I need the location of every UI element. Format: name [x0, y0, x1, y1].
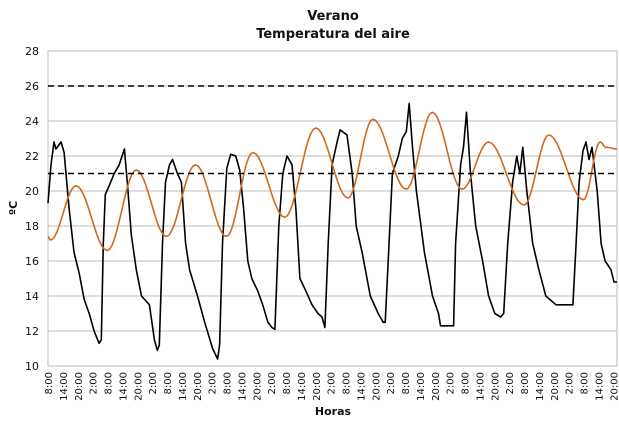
x-tick-label: 20:00	[550, 372, 561, 401]
x-tick-label: 20:00	[252, 372, 263, 401]
x-tick-label: 20:00	[312, 372, 323, 401]
x-tick-label: 8:00	[104, 372, 115, 394]
x-tick-label: 8:00	[44, 372, 55, 394]
x-tick-label: 2:00	[386, 372, 397, 394]
x-tick-label: 8:00	[282, 372, 293, 394]
y-tick-label: 28	[25, 45, 39, 58]
x-tick-label: 20:00	[74, 372, 85, 401]
x-tick-label: 2:00	[446, 372, 457, 394]
x-tick-label: 14:00	[535, 372, 546, 401]
x-tick-label: 8:00	[163, 372, 174, 394]
plot-border	[47, 50, 618, 367]
x-tick-label: 20:00	[133, 372, 144, 401]
series-line-orange	[47, 111, 617, 252]
x-tick-label: 8:00	[580, 372, 591, 394]
x-tick-label: 8:00	[461, 372, 472, 394]
y-tick-label: 22	[25, 150, 39, 163]
x-tick-label: 2:00	[505, 372, 516, 394]
x-tick-label: 8:00	[223, 372, 234, 394]
x-tick-label: 20:00	[431, 372, 442, 401]
x-axis-label: Horas	[315, 405, 352, 418]
x-tick-label: 2:00	[327, 372, 338, 394]
x-tick-label: 8:00	[520, 372, 531, 394]
chart-subtitle: Temperatura del aire	[256, 27, 410, 42]
x-tick-label: 2:00	[565, 372, 576, 394]
x-tick-label: 14:00	[178, 372, 189, 401]
x-tick-label: 14:00	[237, 372, 248, 401]
y-tick-label: 26	[25, 80, 39, 93]
x-tick-label: 20:00	[371, 372, 382, 401]
x-tick-label: 8:00	[342, 372, 353, 394]
x-tick-label: 14:00	[118, 372, 129, 401]
x-tick-label: 20:00	[609, 372, 619, 401]
chart-title: Verano	[307, 9, 359, 24]
y-tick-label: 20	[25, 185, 39, 198]
x-tick-label: 14:00	[356, 372, 367, 401]
y-tick-label: 16	[25, 255, 39, 268]
y-tick-label: 18	[25, 220, 39, 233]
x-tick-label: 20:00	[490, 372, 501, 401]
y-tick-label: 24	[25, 115, 39, 128]
x-tick-label: 14:00	[475, 372, 486, 401]
x-tick-label: 2:00	[148, 372, 159, 394]
x-tick-label: 2:00	[267, 372, 278, 394]
x-tick-label: 2:00	[208, 372, 219, 394]
x-tick-label: 14:00	[59, 372, 70, 401]
x-tick-label: 2:00	[89, 372, 100, 394]
x-tick-label: 14:00	[416, 372, 427, 401]
x-tick-label: 8:00	[401, 372, 412, 394]
x-tick-label: 14:00	[297, 372, 308, 401]
x-tick-label: 14:00	[594, 372, 605, 401]
y-tick-label: 10	[25, 360, 39, 373]
y-tick-label: 12	[25, 325, 39, 338]
x-tick-label: 20:00	[193, 372, 204, 401]
y-axis-label: ºC	[7, 201, 20, 215]
series-line-black	[47, 102, 617, 360]
y-tick-label: 14	[25, 290, 39, 303]
